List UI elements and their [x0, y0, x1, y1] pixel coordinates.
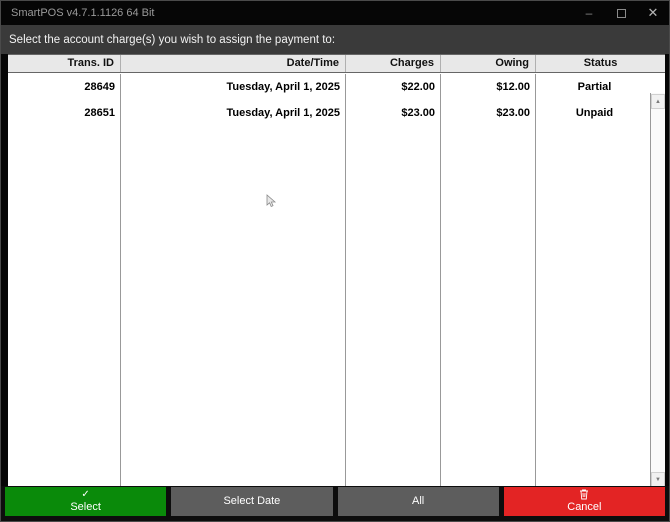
table-body: 28649 Tuesday, April 1, 2025 $22.00 $12.…: [8, 74, 665, 488]
cell-charges: $22.00: [401, 81, 435, 93]
trash-icon: [579, 489, 589, 501]
prompt-text: Select the account charge(s) you wish to…: [9, 33, 336, 46]
cancel-button-label: Cancel: [567, 501, 602, 513]
scroll-up-button[interactable]: ▲: [651, 94, 665, 109]
maximize-icon: [616, 8, 626, 18]
cell-date-time: Tuesday, April 1, 2025: [226, 107, 340, 119]
scroll-up-icon: ▲: [655, 98, 661, 105]
window-title: SmartPOS v4.7.1.1126 64 Bit: [11, 7, 155, 19]
all-button-label: All: [412, 495, 425, 507]
mouse-cursor: [266, 194, 277, 209]
select-button[interactable]: ✓ Select: [5, 487, 167, 516]
close-button[interactable]: ✕: [637, 1, 669, 25]
cancel-button[interactable]: Cancel: [503, 487, 665, 516]
select-date-button[interactable]: Select Date: [171, 487, 333, 516]
cell-status: Partial: [577, 81, 612, 93]
cell-owing: $23.00: [496, 107, 530, 119]
cell-trans-id: 28651: [84, 107, 115, 119]
title-bar: SmartPOS v4.7.1.1126 64 Bit – ✕: [1, 1, 669, 25]
column-header-trans-id[interactable]: Trans. ID: [8, 55, 121, 72]
cell-trans-id: 28649: [84, 81, 115, 93]
column-header-owing[interactable]: Owing: [441, 55, 536, 72]
prompt-bar: Select the account charge(s) you wish to…: [1, 25, 669, 54]
action-button-bar: ✓ Select Select Date All Cancel: [1, 486, 669, 521]
cell-charges: $23.00: [401, 107, 435, 119]
column-header-date-time[interactable]: Date/Time: [121, 55, 346, 72]
check-icon: ✓: [81, 489, 90, 500]
table-row[interactable]: 28649 Tuesday, April 1, 2025 $22.00 $12.…: [8, 74, 665, 100]
scroll-down-button[interactable]: ▼: [651, 472, 665, 487]
vertical-scrollbar[interactable]: ▲ ▼: [650, 93, 665, 488]
charges-table: Trans. ID Date/Time Charges Owing Status…: [8, 54, 665, 488]
cell-date-time: Tuesday, April 1, 2025: [226, 81, 340, 93]
table-row[interactable]: 28651 Tuesday, April 1, 2025 $23.00 $23.…: [8, 100, 665, 126]
maximize-button[interactable]: [605, 1, 637, 25]
cell-status: Unpaid: [575, 107, 614, 119]
all-button[interactable]: All: [337, 487, 499, 516]
minimize-icon: –: [585, 6, 593, 20]
select-button-label: Select: [70, 501, 101, 513]
cell-owing: $12.00: [496, 81, 530, 93]
column-divider: [345, 74, 346, 488]
column-divider: [120, 74, 121, 488]
close-icon: ✕: [647, 5, 659, 20]
column-header-status[interactable]: Status: [583, 57, 618, 69]
column-divider: [440, 74, 441, 488]
scroll-down-icon: ▼: [655, 476, 661, 483]
select-date-button-label: Select Date: [223, 495, 281, 507]
minimize-button[interactable]: –: [573, 1, 605, 25]
column-header-charges[interactable]: Charges: [346, 55, 441, 72]
table-header-row: Trans. ID Date/Time Charges Owing Status: [8, 55, 665, 73]
column-divider: [535, 74, 536, 488]
